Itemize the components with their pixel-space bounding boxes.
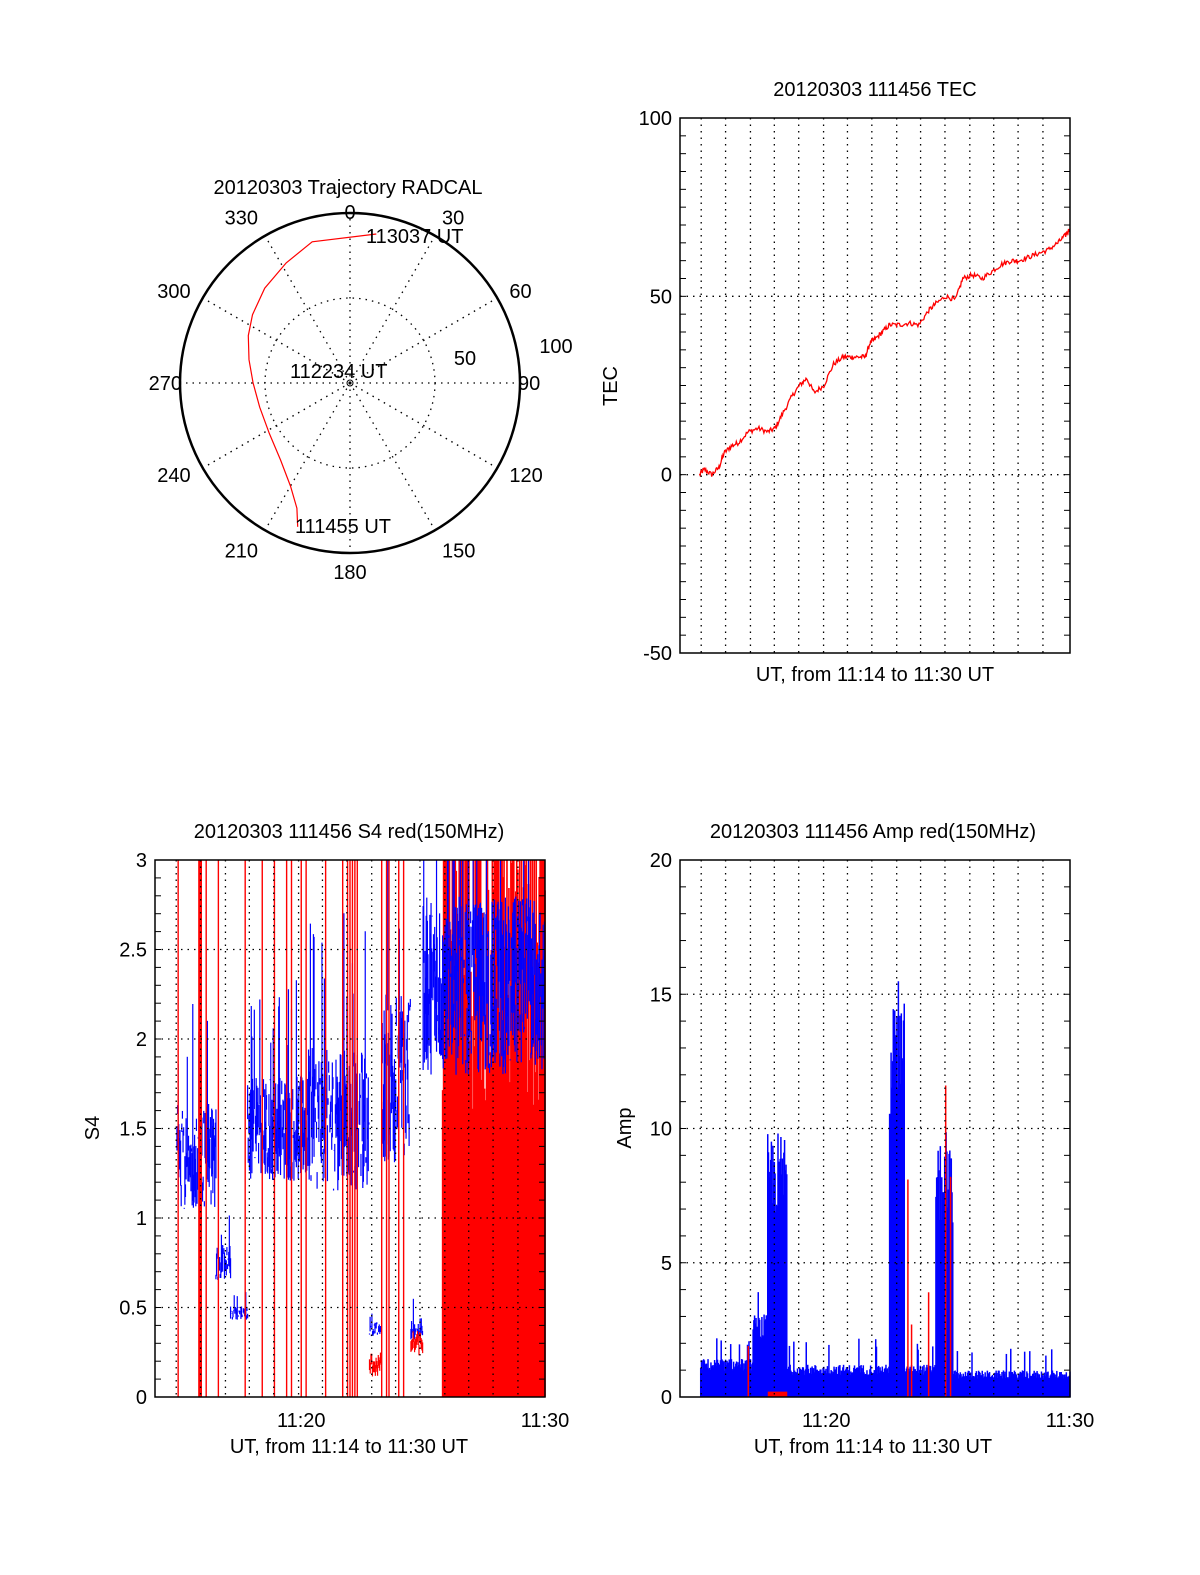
polar-angle-label-330: 330 — [225, 208, 258, 230]
tec-title: 20120303 111456 TEC — [773, 79, 977, 101]
s4-title: 20120303 111456 S4 red(150MHz) — [194, 821, 505, 843]
polar-angle-label-240: 240 — [157, 465, 190, 487]
amp-y-axis-label: Amp — [614, 1107, 636, 1148]
y-tick-label: -50 — [643, 643, 672, 665]
y-tick-label: 0 — [661, 465, 672, 487]
tec-series-line — [698, 228, 1071, 478]
polar-angle-label-210: 210 — [225, 540, 258, 562]
amp-plot-frame — [679, 859, 1071, 1398]
y-tick-label: 1 — [136, 1208, 147, 1230]
polar-spoke-120 — [349, 382, 498, 469]
s4-data — [176, 860, 546, 1397]
y-tick-label: 3 — [136, 850, 147, 872]
polar-angle-label-0: 0 — [344, 202, 355, 224]
tec-chart: 20120303 111456 TEC -50 0 50 100 UT, from 1… — [600, 79, 1071, 686]
trajectory-mid-label: 112234 UT — [290, 361, 387, 383]
y-tick-label: 100 — [639, 108, 672, 130]
s4-plot-frame — [154, 859, 546, 1398]
tec-y-ticks: -50 0 50 100 — [639, 108, 1070, 665]
amp-red-low-band — [767, 1391, 788, 1397]
x-tick-label: 11:20 — [802, 1410, 851, 1432]
y-tick-label: 0 — [661, 1387, 672, 1409]
polar-spoke-210 — [264, 382, 351, 531]
tec-y-axis-label: TEC — [600, 366, 622, 406]
y-tick-label: 20 — [650, 850, 672, 872]
amp-data — [699, 981, 1071, 1397]
polar-angle-label-60: 60 — [509, 281, 531, 303]
amp-title: 20120303 111456 Amp red(150MHz) — [710, 821, 1036, 843]
y-tick-label: 5 — [661, 1253, 672, 1275]
polar-radial-label-100: 100 — [539, 336, 572, 358]
tec-grid — [680, 118, 1070, 653]
s4-x-axis-label: UT, from 11:14 to 11:30 UT — [230, 1436, 468, 1458]
trajectory-end-label: 113037 UT — [366, 226, 463, 248]
x-tick-label: 11:30 — [1046, 1410, 1095, 1432]
polar-spoke-150 — [349, 382, 436, 531]
polar-angle-label-180: 180 — [333, 562, 366, 584]
polar-title: 20120303 Trajectory RADCAL — [213, 177, 482, 199]
tec-plot-frame — [679, 117, 1071, 654]
polar-outer-ring — [178, 211, 522, 555]
polar-spoke-300 — [202, 297, 351, 384]
amp-x-axis-label: UT, from 11:14 to 11:30 UT — [754, 1436, 992, 1458]
polar-angle-label-120: 120 — [509, 465, 542, 487]
y-tick-label: 2.5 — [119, 940, 147, 962]
polar-spoke-240 — [202, 382, 351, 469]
y-tick-label: 0.5 — [119, 1298, 147, 1320]
s4-y-axis-label: S4 — [82, 1116, 104, 1140]
y-tick-label: 1.5 — [119, 1119, 147, 1141]
polar-angle-label-30: 30 — [442, 208, 464, 230]
trajectory-line — [247, 233, 377, 527]
y-tick-label: 50 — [650, 286, 672, 308]
polar-radial-label-50: 50 — [454, 348, 476, 370]
polar-angle-label-300: 300 — [157, 281, 190, 303]
x-tick-label: 11:20 — [277, 1410, 326, 1432]
amp-chart: 20120303 111456 Amp red(150MHz) 0 5 10 15 20… — [614, 821, 1094, 1458]
polar-angle-label-270: 270 — [149, 373, 182, 395]
s4-chart: 20120303 111456 S4 red(150MHz) 0 0.5 1 1.5 2… — [82, 821, 569, 1458]
y-tick-label: 2 — [136, 1029, 147, 1051]
amp-ticks: 0 5 10 15 20 11:20 11:30 — [650, 850, 1095, 1432]
trajectory-polar-chart: 20120303 Trajectory RADCAL 0 30 60 90 120 150… — [149, 177, 573, 584]
polar-angle-label-150: 150 — [442, 540, 475, 562]
polar-spoke-30 — [349, 235, 436, 384]
y-tick-label: 10 — [650, 1119, 672, 1141]
trajectory-start-label: 111455 UT — [295, 516, 391, 538]
polar-angle-labels: 0 30 60 90 120 150 180 210 240 270 300 330 — [149, 202, 543, 584]
y-tick-label: 15 — [650, 984, 672, 1006]
polar-spoke-330 — [264, 235, 351, 384]
tec-x-axis-label: UT, from 11:14 to 11:30 UT — [756, 664, 994, 686]
x-tick-label: 11:30 — [521, 1410, 570, 1432]
polar-spoke-60 — [349, 297, 498, 384]
y-tick-label: 0 — [136, 1387, 147, 1409]
amp-grid — [680, 860, 1070, 1397]
polar-angle-label-90: 90 — [518, 373, 540, 395]
polar-center-marker — [346, 379, 354, 387]
s4-ticks: 0 0.5 1 1.5 2 2.5 3 11:20 11:30 — [119, 850, 569, 1432]
s4-grid — [155, 860, 545, 1397]
polar-grid — [180, 213, 520, 553]
